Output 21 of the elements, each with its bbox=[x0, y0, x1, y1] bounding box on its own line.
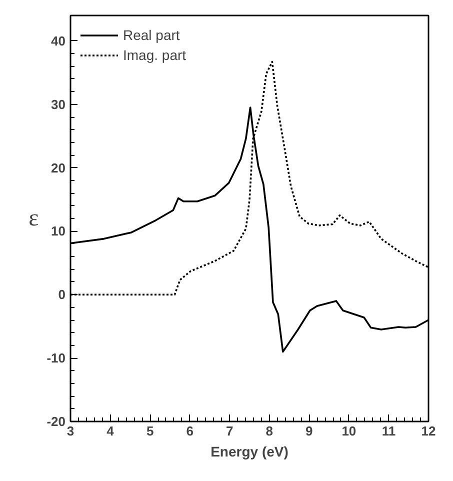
y-tick-label: 30 bbox=[51, 96, 66, 112]
x-tick-label: 7 bbox=[226, 424, 234, 438]
y-tick-label: 40 bbox=[51, 33, 66, 48]
x-tick-label: 10 bbox=[342, 424, 356, 438]
x-tick-label: 9 bbox=[306, 424, 313, 438]
y-axis-title: ε bbox=[28, 206, 39, 232]
y-tick-label: 0 bbox=[58, 287, 66, 302]
y-tick-label: 20 bbox=[51, 160, 66, 176]
x-tick-label: 11 bbox=[382, 424, 396, 438]
x-axis-title: Energy (eV) bbox=[210, 444, 288, 460]
x-tick-label: 8 bbox=[266, 424, 274, 438]
y-tick-label: -10 bbox=[46, 350, 66, 366]
y-tick-label: -20 bbox=[46, 414, 66, 429]
x-tick-label: 12 bbox=[421, 424, 436, 438]
x-tick-label: 3 bbox=[66, 424, 74, 438]
x-tick-label: 5 bbox=[146, 424, 154, 438]
legend-label: Real part bbox=[123, 27, 180, 43]
y-tick-label: 10 bbox=[51, 224, 66, 239]
legend-label: Imag. part bbox=[123, 47, 186, 63]
x-tick-label: 4 bbox=[106, 424, 115, 438]
x-tick-label: 6 bbox=[186, 424, 194, 438]
